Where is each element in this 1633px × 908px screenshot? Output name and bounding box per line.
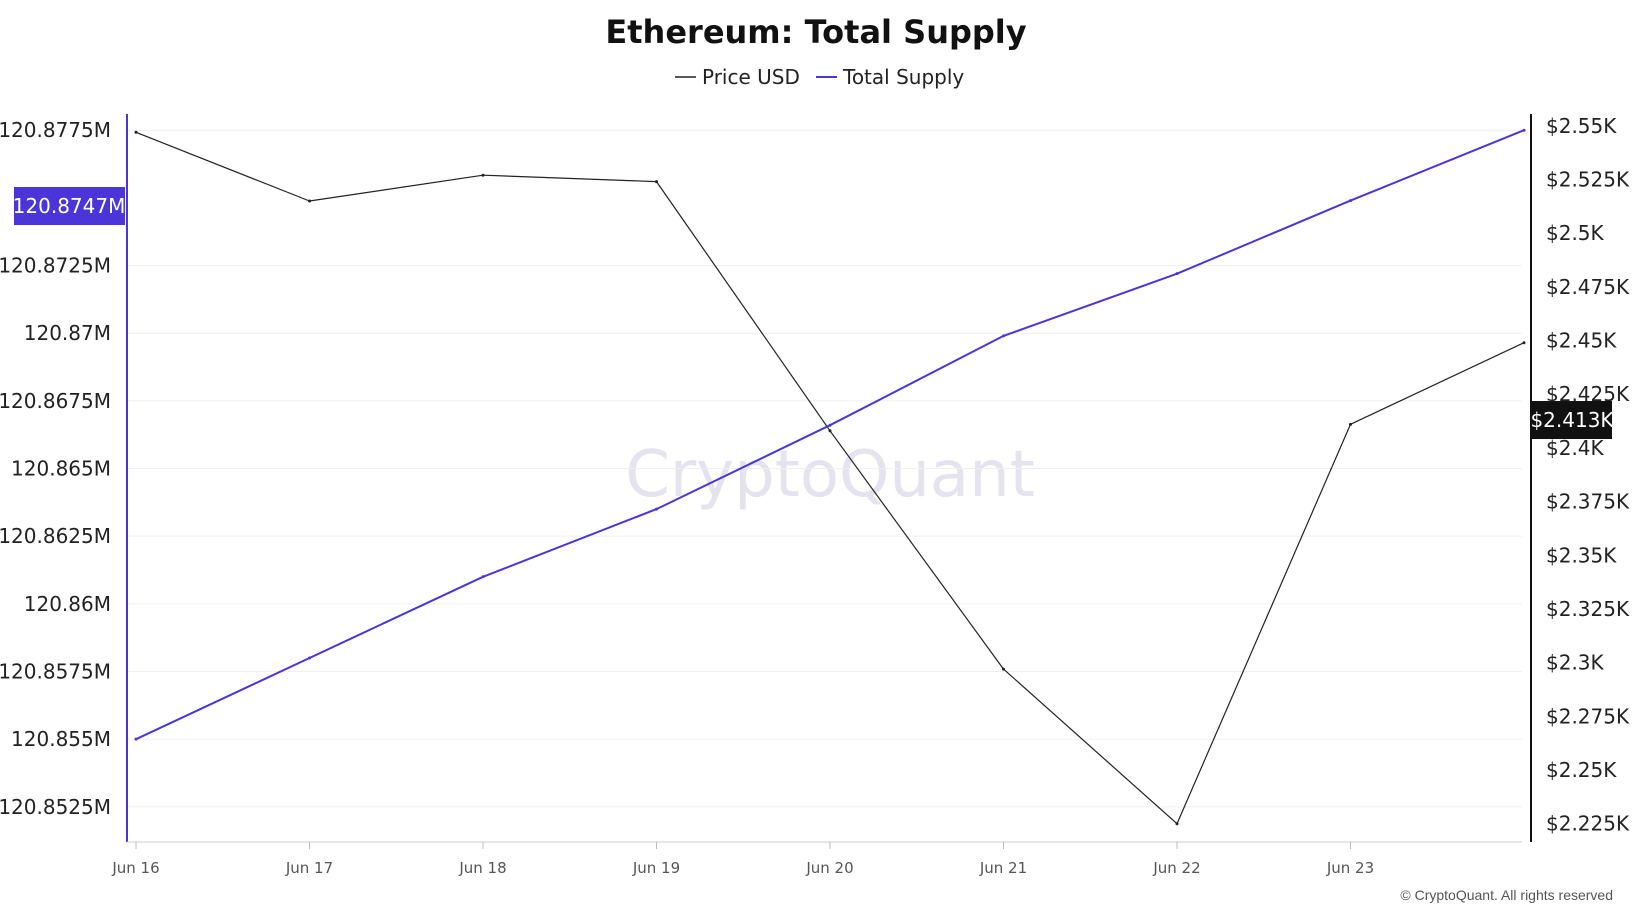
right-current-badge: $2.413K	[1530, 401, 1614, 440]
data-point-price	[481, 173, 485, 177]
chart-title: Ethereum: Total Supply	[605, 13, 1026, 51]
left-tick-label: 120.8625M	[0, 524, 111, 548]
x-tick-label: Jun 23	[1326, 859, 1374, 877]
copyright: © CryptoQuant. All rights reserved	[1400, 887, 1613, 903]
x-tick-label: Jun 16	[111, 859, 159, 877]
x-tick-label: Jun 17	[285, 859, 333, 877]
left-current-badge: 120.8747M	[13, 187, 126, 226]
data-point-price	[1175, 822, 1179, 826]
data-point-supply	[655, 507, 658, 511]
right-tick-label: $2.55K	[1546, 114, 1617, 138]
right-tick-label: $2.475K	[1546, 275, 1630, 299]
data-point-supply	[828, 423, 832, 427]
legend-label-price: Price USD	[702, 65, 800, 89]
right-current-value: $2.413K	[1530, 408, 1614, 432]
x-tick-label: Jun 19	[632, 859, 680, 877]
data-point-price	[655, 180, 658, 184]
left-tick-label: 120.87M	[24, 321, 111, 345]
x-tick-label: Jun 22	[1152, 859, 1200, 877]
data-point-supply	[1002, 334, 1005, 338]
left-axis-ticks: 120.8525M 120.855M 120.8575M 120.86M 120.862…	[0, 118, 111, 819]
data-point-supply	[1175, 272, 1179, 276]
left-tick-label: 120.86M	[24, 592, 111, 616]
data-point-supply	[1522, 128, 1526, 132]
data-point-supply	[481, 575, 485, 579]
data-point-price	[828, 429, 832, 433]
left-tick-label: 120.8575M	[0, 660, 111, 684]
legend: Price USD Total Supply	[675, 65, 964, 89]
right-tick-label: $2.525K	[1546, 167, 1630, 191]
right-current-badge-bg	[1532, 401, 1612, 440]
data-point-price	[134, 130, 138, 134]
left-current-value: 120.8747M	[13, 194, 126, 218]
legend-item-price[interactable]: Price USD	[675, 65, 800, 89]
grid	[128, 129, 1522, 808]
left-tick-label: 120.865M	[11, 457, 111, 481]
data-point-supply	[308, 656, 311, 660]
right-axis-ticks: $2.225K $2.25K $2.275K $2.3K $2.325K $2.35K $2…	[1546, 114, 1630, 836]
data-point-price	[1522, 341, 1526, 345]
data-point-price	[308, 199, 311, 203]
right-tick-label: $2.325K	[1546, 597, 1630, 621]
x-tick-label: Jun 21	[979, 859, 1027, 877]
watermark: CryptoQuant	[625, 438, 1035, 512]
right-tick-label: $2.5K	[1546, 221, 1605, 245]
x-tick-label: Jun 18	[458, 859, 506, 877]
right-tick-label: $2.4K	[1546, 436, 1605, 460]
series	[134, 128, 1526, 826]
left-current-badge-bg	[14, 187, 125, 226]
data-point-price	[1002, 667, 1005, 671]
series-line-supply	[135, 129, 1525, 741]
left-tick-label: 120.8675M	[0, 389, 111, 413]
right-tick-label: $2.45K	[1546, 329, 1617, 353]
right-tick-label: $2.275K	[1546, 704, 1630, 728]
left-tick-label: 120.8725M	[0, 254, 111, 278]
x-tick-label: Jun 20	[805, 859, 853, 877]
left-tick-label: 120.855M	[11, 727, 111, 751]
right-tick-label: $2.375K	[1546, 490, 1630, 514]
left-tick-label: 120.8525M	[0, 795, 111, 819]
data-point-price	[1349, 422, 1352, 426]
x-axis-ticks: Jun 16 Jun 17 Jun 18 Jun 19 Jun 20 Jun 21 Jun …	[111, 842, 1374, 877]
right-tick-label: $2.35K	[1546, 543, 1617, 567]
right-tick-label: $2.225K	[1546, 812, 1630, 836]
data-point-supply	[134, 737, 138, 741]
legend-label-supply: Total Supply	[842, 65, 964, 89]
left-tick-label: 120.8775M	[0, 118, 111, 142]
right-tick-label: $2.25K	[1546, 758, 1617, 782]
legend-item-supply[interactable]: Total Supply	[816, 65, 964, 89]
right-tick-label: $2.3K	[1546, 651, 1605, 675]
data-point-supply	[1349, 199, 1352, 203]
